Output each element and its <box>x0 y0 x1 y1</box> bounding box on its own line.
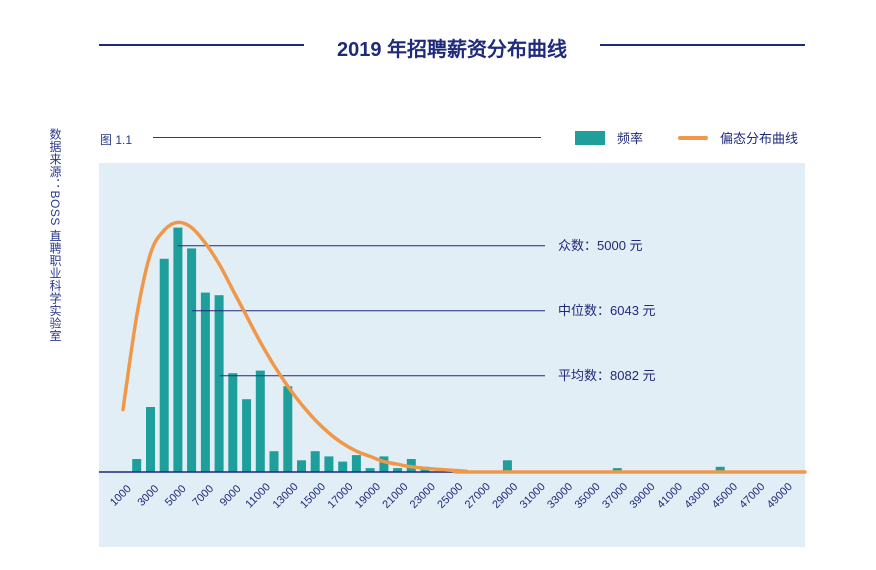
legend-line-label: 偏态分布曲线 <box>720 131 799 146</box>
bar-25 <box>715 466 725 472</box>
bar-2 <box>159 258 169 472</box>
x-tick-label-12: 25000 <box>435 481 465 511</box>
x-tick-label-21: 43000 <box>682 481 712 511</box>
skew-distribution-curve <box>121 220 807 474</box>
legend-line-swatch <box>678 135 708 140</box>
x-tick-label-19: 39000 <box>628 481 658 511</box>
x-tick-label-23: 47000 <box>737 481 767 511</box>
x-tick-label-5: 11000 <box>243 481 273 511</box>
bar-19 <box>393 468 403 472</box>
bar-0 <box>132 459 142 472</box>
bar-13 <box>310 451 320 472</box>
x-tick-label-9: 19000 <box>353 481 383 511</box>
x-tick-label-20: 41000 <box>655 481 685 511</box>
x-tick-label-15: 31000 <box>518 481 548 511</box>
title-rule-right <box>600 44 805 46</box>
bar-15 <box>338 461 348 472</box>
bar-1 <box>146 407 155 472</box>
bar-4 <box>187 248 197 472</box>
annotation-label-0: 众数：5000 元 <box>558 238 643 253</box>
data-source-note: 数据来源：BOSS 直聘职业科学实验室 <box>48 128 62 343</box>
bar-10 <box>269 451 279 472</box>
x-tick-label-22: 45000 <box>710 481 740 511</box>
x-tick-label-1: 3000 <box>135 483 161 509</box>
x-tick-label-17: 35000 <box>573 481 603 511</box>
x-tick-label-6: 13000 <box>271 481 301 511</box>
bar-8 <box>242 399 252 472</box>
legend-bar-label: 频率 <box>617 131 644 146</box>
legend-bar-swatch <box>575 130 605 145</box>
legend-skew-curve: 偏态分布曲线 <box>678 128 798 147</box>
bar-6 <box>214 295 224 472</box>
x-tick-label-3: 7000 <box>190 483 216 509</box>
bar-23 <box>502 460 512 472</box>
x-tick-label-18: 37000 <box>600 481 630 511</box>
legend-frequency: 频率 <box>575 128 643 147</box>
x-tick-label-10: 21000 <box>380 481 410 511</box>
x-tick-label-4: 9000 <box>218 483 244 509</box>
title-rule-left <box>99 44 304 46</box>
bar-12 <box>297 460 306 472</box>
x-tick-label-16: 33000 <box>545 481 575 511</box>
annotation-label-1: 中位数：6043 元 <box>558 303 656 318</box>
bar-16 <box>351 455 361 472</box>
bar-14 <box>324 456 334 472</box>
bar-7 <box>228 373 238 472</box>
x-tick-label-24: 49000 <box>765 481 795 511</box>
annotation-label-2: 平均数：8082 元 <box>558 368 656 383</box>
bar-24 <box>612 468 622 472</box>
chart-title: 2019 年招聘薪资分布曲线 <box>336 39 568 61</box>
bar-17 <box>365 468 375 472</box>
figure-label: 图 1.1 <box>100 133 133 147</box>
x-tick-label-13: 27000 <box>463 481 493 511</box>
x-tick-label-11: 23000 <box>408 481 438 511</box>
x-tick-label-2: 5000 <box>163 483 189 509</box>
x-tick-label-7: 15000 <box>298 481 328 511</box>
bar-18 <box>379 456 389 472</box>
bar-9 <box>255 370 265 472</box>
bar-3 <box>173 227 183 472</box>
x-tick-label-14: 29000 <box>490 481 520 511</box>
figure-label-rule <box>153 137 541 138</box>
x-tick-label-0: 1000 <box>108 483 134 509</box>
bar-11 <box>283 386 293 472</box>
bar-5 <box>200 292 210 472</box>
x-tick-label-8: 17000 <box>326 481 356 511</box>
